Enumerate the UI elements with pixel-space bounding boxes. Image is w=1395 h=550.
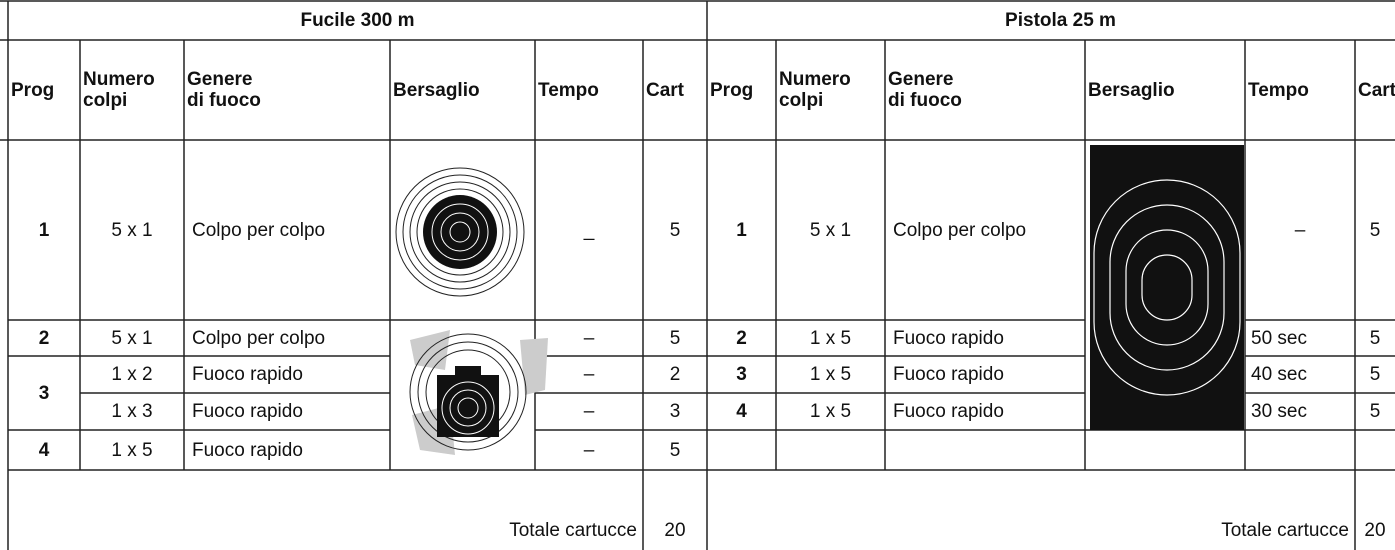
prog-cell: 3 [38, 382, 50, 404]
section-title: Fucile 300 m [300, 10, 415, 31]
column-header: Genere di fuoco [888, 69, 962, 111]
shots-cell: 5 x 1 [809, 219, 852, 241]
time-cell: – [583, 401, 595, 422]
column-header: Numero colpi [779, 69, 851, 111]
column-header: Genere di fuoco [187, 69, 261, 111]
shots-cell: 1 x 3 [111, 401, 153, 422]
column-header: Prog [710, 79, 754, 101]
time-cell: 50 sec [1251, 327, 1307, 349]
cartridge-cell: 5 [669, 439, 681, 461]
total-label: Totale cartucce [1221, 519, 1349, 541]
time-cell: 40 sec [1251, 364, 1307, 385]
column-header: Cart [1358, 79, 1395, 101]
column-header: Tempo [538, 79, 599, 101]
time-cell: – [583, 364, 595, 385]
shots-cell: 1 x 2 [111, 364, 153, 385]
cartridge-cell: 5 [1369, 219, 1381, 241]
column-header: Numero colpi [83, 69, 155, 111]
column-header: Cart [646, 79, 685, 101]
total-value: 20 [664, 519, 686, 541]
prog-cell: 2 [736, 327, 747, 349]
column-header: Bersaglio [393, 79, 480, 101]
fire-type-cell: Fuoco rapido [893, 327, 1004, 349]
time-cell: – [583, 439, 595, 461]
fire-type-cell: Fuoco rapido [192, 439, 303, 461]
prog-cell: 4 [736, 401, 747, 422]
shots-cell: 1 x 5 [809, 401, 852, 422]
shots-cell: 1 x 5 [809, 364, 852, 385]
fire-type-cell: Colpo per colpo [893, 219, 1027, 241]
column-header: Prog [11, 79, 55, 101]
cartridge-cell: 3 [669, 401, 681, 422]
time-cell: _ [583, 219, 595, 241]
time-cell: 30 sec [1251, 401, 1307, 422]
shots-cell: 5 x 1 [111, 219, 153, 241]
prog-cell: 1 [38, 219, 50, 241]
fire-type-cell: Fuoco rapido [192, 364, 303, 385]
fire-type-cell: Fuoco rapido [893, 401, 1004, 422]
prog-cell: 3 [736, 364, 747, 385]
shots-cell: 1 x 5 [809, 327, 852, 349]
prog-cell: 1 [736, 219, 747, 241]
shots-cell: 5 x 1 [111, 327, 153, 349]
cartridge-cell: 5 [1369, 327, 1381, 349]
fire-type-cell: Fuoco rapido [893, 364, 1004, 385]
total-label: Totale cartucce [509, 519, 637, 541]
pistol-target [1090, 145, 1244, 430]
prog-cell: 2 [38, 327, 50, 349]
cartridge-cell: 5 [669, 219, 681, 241]
cartridge-cell: 5 [1369, 364, 1381, 385]
column-header: Bersaglio [1088, 79, 1175, 101]
prog-cell: 4 [38, 439, 50, 461]
time-cell: – [1294, 219, 1306, 241]
cartridge-cell: 5 [1369, 401, 1381, 422]
cartridge-cell: 2 [669, 364, 681, 385]
fire-type-cell: Colpo per colpo [192, 219, 326, 241]
fire-type-cell: Fuoco rapido [192, 401, 303, 422]
time-cell: – [583, 327, 595, 349]
total-value: 20 [1364, 519, 1386, 541]
cartridge-cell: 5 [669, 327, 681, 349]
section-title: Pistola 25 m [1005, 10, 1116, 31]
column-header: Tempo [1248, 79, 1309, 101]
fire-type-cell: Colpo per colpo [192, 327, 326, 349]
shots-cell: 1 x 5 [111, 439, 153, 461]
rifle-target-1 [395, 167, 525, 297]
rifle-target-2 [409, 330, 548, 455]
